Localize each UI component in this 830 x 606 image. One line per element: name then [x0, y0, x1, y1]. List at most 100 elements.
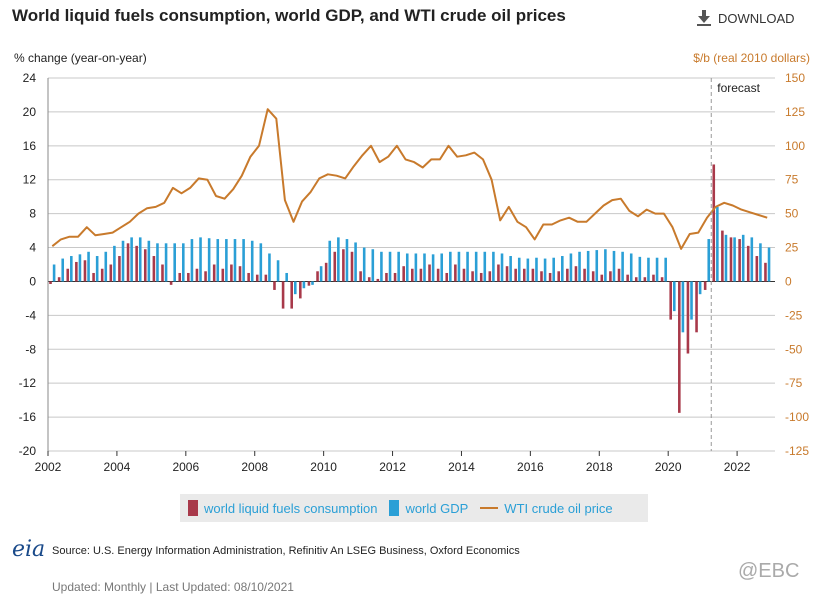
legend-swatch-consumption	[188, 500, 198, 516]
consumption-bar	[566, 268, 569, 282]
gdp-bar	[612, 250, 616, 282]
y-tick-right: 50	[785, 207, 799, 221]
consumption-bar	[221, 268, 225, 282]
consumption-bar	[617, 268, 621, 282]
consumption-bar	[419, 268, 423, 282]
consumption-bar	[92, 272, 95, 282]
consumption-bar	[669, 281, 672, 320]
consumption-bar	[402, 266, 405, 282]
gdp-bar	[164, 243, 168, 282]
x-tick-label: 2020	[655, 460, 682, 474]
gdp-bar	[690, 281, 693, 320]
y-tick-left: -8	[25, 342, 36, 356]
gdp-bar	[655, 257, 659, 282]
x-tick-label: 2014	[448, 460, 475, 474]
consumption-bar	[634, 277, 638, 282]
right-axis-title: $/b (real 2010 dollars)	[693, 51, 810, 65]
gdp-bar	[285, 272, 288, 282]
gdp-bar	[741, 234, 745, 282]
legend-label-consumption: world liquid fuels consumption	[204, 500, 378, 516]
gdp-bar	[423, 253, 426, 282]
gdp-bar	[95, 256, 99, 282]
chart-plot: 24 150 20 125 16 100 12 75 8 50 4 25 0 0 -4 -25 -8 -50 -12…	[19, 71, 810, 474]
legend-swatch-wti	[480, 507, 499, 509]
legend-item-gdp[interactable]: world GDP	[389, 500, 468, 516]
forecast-label: forecast	[717, 81, 760, 95]
gdp-bar	[500, 253, 504, 282]
wti-price-line	[51, 108, 768, 250]
gdp-bar	[138, 237, 142, 282]
gdp-bar	[561, 256, 564, 282]
gdp-bar	[604, 249, 607, 282]
gdp-bar	[440, 253, 444, 282]
gdp-bar	[405, 253, 409, 282]
gdp-bar	[173, 243, 176, 282]
legend-swatch-gdp	[389, 500, 400, 516]
consumption-bar	[264, 274, 268, 282]
consumption-bar	[307, 281, 311, 286]
x-tick-label: 2012	[379, 460, 406, 474]
gdp-bar	[509, 256, 512, 282]
gdp-bar	[182, 243, 185, 282]
y-tick-right: 25	[785, 241, 799, 255]
y-tick-left: -16	[19, 410, 37, 424]
gdp-bar	[526, 258, 530, 282]
consumption-bar	[721, 230, 724, 282]
gdp-bar	[380, 251, 383, 282]
x-tick-label: 2010	[310, 460, 337, 474]
consumption-bar	[385, 272, 388, 282]
gdp-bar	[147, 240, 151, 282]
consumption-bar	[333, 251, 337, 282]
gdp-bar	[61, 258, 65, 282]
legend-item-wti[interactable]: WTI crude oil price	[480, 501, 613, 516]
consumption-bar	[273, 281, 276, 290]
consumption-bar	[497, 264, 500, 282]
gdp-bar	[371, 249, 375, 282]
gdp-bar	[345, 239, 349, 282]
legend: world liquid fuels consumption world GDP…	[180, 494, 648, 522]
consumption-bar	[746, 245, 750, 282]
gdp-bar	[578, 251, 581, 282]
consumption-bar	[436, 268, 440, 282]
consumption-bar	[609, 271, 612, 282]
gdp-bar	[629, 253, 633, 282]
consumption-bar	[678, 281, 681, 413]
gdp-bar	[190, 239, 194, 282]
consumption-bar	[195, 268, 199, 282]
consumption-bar	[660, 277, 664, 282]
consumption-bar	[152, 256, 156, 282]
consumption-bar	[66, 268, 70, 282]
gdp-bar	[70, 256, 73, 282]
consumption-bar	[255, 274, 259, 282]
y-tick-right: -25	[785, 308, 803, 322]
y-tick-right: 100	[785, 139, 805, 153]
consumption-bar	[522, 268, 526, 282]
consumption-bar	[479, 272, 483, 282]
y-tick-right: -50	[785, 342, 803, 356]
x-tick-label: 2016	[517, 460, 544, 474]
legend-item-consumption[interactable]: world liquid fuels consumption	[188, 500, 377, 516]
gdp-bar	[552, 257, 555, 282]
y-tick-left: 0	[29, 274, 36, 288]
consumption-bar	[548, 272, 552, 282]
consumption-bar	[178, 272, 182, 282]
consumption-bar	[169, 281, 173, 285]
gdp-bar	[517, 257, 521, 282]
gdp-bar	[104, 251, 108, 282]
consumption-bar	[505, 266, 509, 282]
consumption-bar	[454, 264, 457, 282]
consumption-bar	[350, 251, 354, 282]
chart-title: World liquid fuels consumption, world GD…	[12, 6, 566, 25]
consumption-bar	[652, 274, 655, 282]
consumption-bar	[187, 272, 190, 282]
gdp-bar	[586, 250, 590, 282]
gdp-bar	[78, 254, 82, 282]
gdp-bar	[311, 281, 314, 285]
legend-label-gdp: world GDP	[405, 500, 469, 516]
y-tick-left: 12	[23, 173, 37, 187]
left-axis-title: % change (year-on-year)	[14, 51, 147, 65]
gdp-bar	[319, 266, 323, 282]
gdp-bar	[767, 247, 771, 282]
download-button[interactable]: DOWNLOAD	[696, 10, 795, 26]
gdp-bar	[259, 243, 263, 282]
